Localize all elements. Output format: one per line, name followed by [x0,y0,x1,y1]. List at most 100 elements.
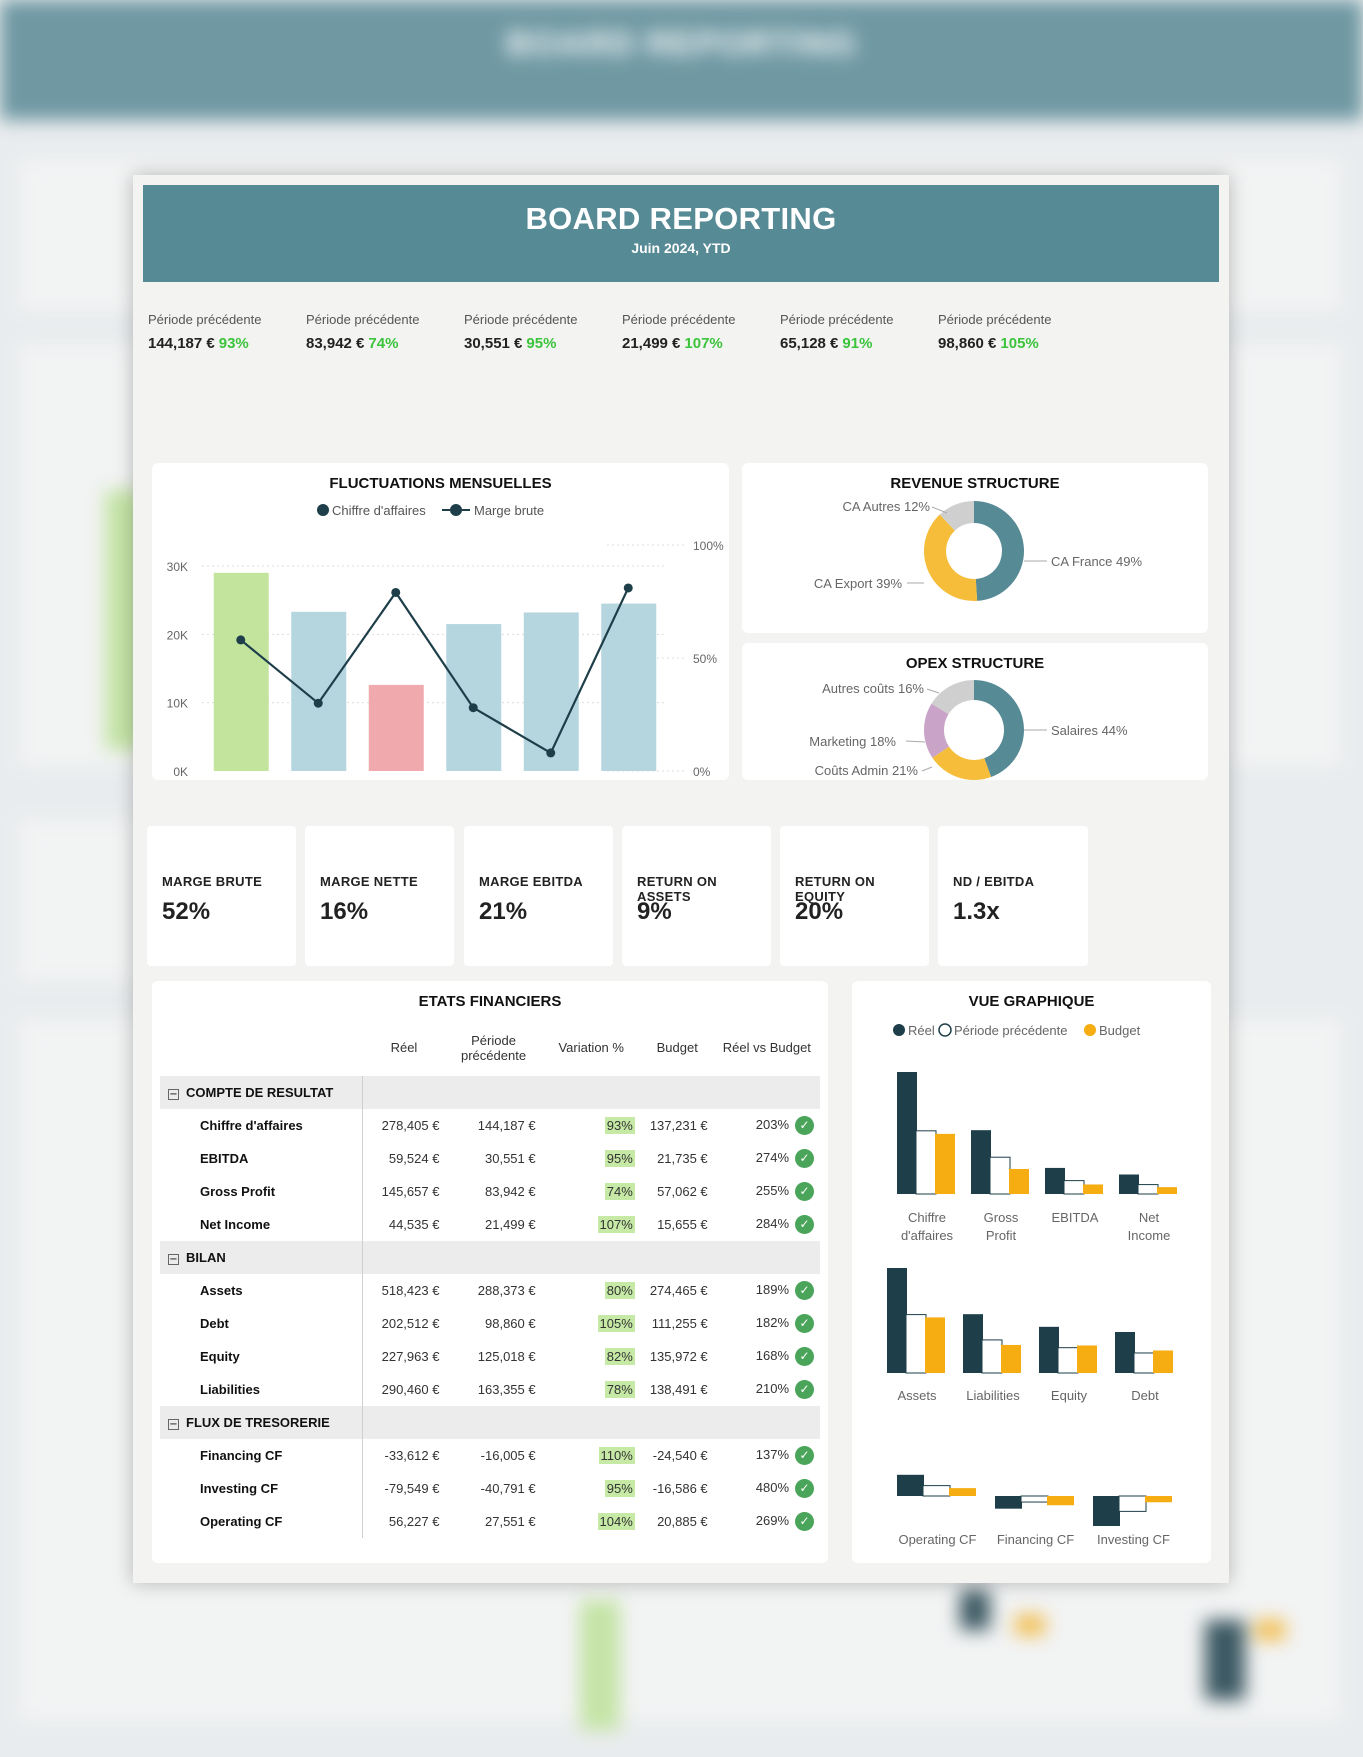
graphic-bar[interactable] [1115,1331,1135,1373]
collapse-icon[interactable]: − [168,1089,179,1100]
graphic-bar[interactable] [1118,1495,1147,1512]
graphic-bar[interactable] [887,1268,907,1373]
x-tick-label: Feb 2024 [291,778,346,780]
donut-slice[interactable] [939,501,974,531]
graphic-bar[interactable] [922,1485,951,1497]
table-row[interactable]: Net Income 44,535 € 21,499 € 107% 15,655 € 28… [160,1208,820,1241]
gross-margin-point[interactable] [313,698,323,708]
table-section-row[interactable]: − COMPTE DE RESULTAT [160,1076,820,1109]
graphic-bar[interactable] [915,1130,937,1195]
vs-budget-value: 203% [755,1116,789,1132]
cell-prev: 98,860 € [485,1316,536,1331]
graphic-bar[interactable] [1083,1184,1103,1194]
category-label: EBITDA [1052,1210,1099,1225]
cell-vs-budget: 182% ✓ [714,1307,820,1340]
donut-slice[interactable] [924,703,950,758]
table-column-header[interactable]: Variation % [558,1040,624,1055]
graphic-bar[interactable] [963,1314,983,1373]
table-row[interactable]: Chiffre d'affaires 278,405 € 144,187 € 93% 1… [160,1109,820,1142]
graphic-bar[interactable] [989,1156,1011,1195]
gross-margin-point[interactable] [236,635,246,645]
previous-kpi-value-row: 98,860 €105% [938,335,1088,352]
table-header-row: Réel Période précédente Variation % Budget R… [160,1019,820,1076]
previous-kpi: Période précédente 144,187 €93% [148,312,298,352]
category-label: Liabilities [966,1388,1020,1403]
table-section-row[interactable]: − FLUX DE TRESORERIE [160,1406,820,1439]
graphic-bar[interactable] [1133,1352,1155,1374]
category-label-line: d'affaires [901,1228,954,1243]
monthly-fluctuations-chart: Chiffre d'affaires Marge brute 0K 10K 20K 30K… [167,503,724,780]
graphic-bar[interactable] [925,1317,945,1373]
revenue-bar[interactable] [523,612,579,771]
revenue-bar[interactable] [446,624,502,771]
graphic-bar[interactable] [1077,1345,1097,1373]
graphic-bar[interactable] [1153,1350,1173,1373]
graphic-bar[interactable] [949,1488,976,1496]
variation-bar: 82% [604,1348,635,1365]
graphic-bar[interactable] [1063,1180,1085,1195]
graphic-bar[interactable] [971,1130,991,1194]
table-row[interactable]: Assets 518,423 € 288,373 € 80% 274,465 € 189%… [160,1274,820,1307]
y-tick-label: 30K [167,560,188,574]
revenue-bar[interactable] [291,611,347,771]
table-column-header[interactable]: Réel [390,1040,418,1055]
graphic-bar[interactable] [1093,1496,1120,1526]
revenue-bar[interactable] [368,684,424,771]
graphic-bar[interactable] [995,1496,1022,1509]
graphic-bar[interactable] [1047,1496,1074,1506]
graphic-view-chart: Réel Période précédente Budget Chiffre d'aff… [887,1023,1177,1547]
table-row[interactable]: Equity 227,963 € 125,018 € 82% 135,972 € 168%… [160,1340,820,1373]
graphic-bar[interactable] [1020,1495,1049,1503]
graphic-bar[interactable] [1057,1347,1079,1374]
table-section-row[interactable]: − BILAN [160,1241,820,1274]
cell-prev: 30,551 € [485,1151,536,1166]
chart-legend: Chiffre d'affaires Marge brute [317,503,544,518]
graphic-bar[interactable] [1157,1187,1177,1194]
donut-slice[interactable] [931,680,974,715]
table-row[interactable]: Operating CF 56,227 € 27,551 € 104% 20,885 €… [160,1505,820,1538]
graphic-bar[interactable] [1045,1167,1065,1194]
table-row[interactable]: Investing CF -79,549 € -40,791 € 95% -16,586… [160,1472,820,1505]
graphic-bar[interactable] [1039,1326,1059,1373]
revenue-bar[interactable] [601,603,657,771]
gross-margin-point[interactable] [546,748,556,758]
graphic-bar[interactable] [935,1133,955,1194]
check-icon: ✓ [795,1116,814,1135]
table-row[interactable]: Debt 202,512 € 98,860 € 105% 111,255 € 182% ✓ [160,1307,820,1340]
graphic-bar[interactable] [981,1339,1003,1374]
cell-reel: -33,612 € [361,1439,446,1472]
donut-slice[interactable] [974,501,1024,601]
table-row[interactable]: Financing CF -33,612 € -16,005 € 110% -24,54… [160,1439,820,1472]
graphic-bar[interactable] [1001,1344,1021,1373]
ratio-label: RETURN ON EQUITY [795,874,875,904]
row-label: Equity [200,1349,240,1364]
collapse-icon[interactable]: − [168,1254,179,1265]
gross-margin-point[interactable] [623,583,633,593]
table-row[interactable]: Liabilities 290,460 € 163,355 € 78% 138,491 … [160,1373,820,1406]
gross-margin-point[interactable] [468,703,478,713]
gross-margin-point[interactable] [391,587,401,597]
graphic-bar[interactable] [1009,1168,1029,1194]
donut-slice[interactable] [924,514,978,601]
graphic-bar[interactable] [905,1314,927,1374]
cell-variation: 104% [542,1505,641,1538]
background-bar [1255,1620,1285,1640]
table-row[interactable]: EBITDA 59,524 € 30,551 € 95% 21,735 € 274% ✓ [160,1142,820,1175]
x-tick-label: Jan 2024 [214,778,268,780]
donut-slice[interactable] [932,746,992,780]
graphic-bar[interactable] [1119,1174,1139,1194]
graphic-bar[interactable] [897,1072,917,1194]
previous-kpi-value: 144,187 € [148,335,215,352]
table-column-header[interactable]: Période précédente [461,1032,527,1063]
table-column-header[interactable]: Budget [656,1040,698,1055]
graphic-bar[interactable] [1145,1496,1172,1503]
category-label-line: Net [1139,1210,1160,1225]
cell-variation: 105% [542,1307,641,1340]
table-row[interactable]: Gross Profit 145,657 € 83,942 € 74% 57,062 €… [160,1175,820,1208]
revenue-bar[interactable] [213,572,269,771]
graphic-bar[interactable] [897,1474,924,1496]
graphic-bar[interactable] [1137,1184,1159,1195]
collapse-icon[interactable]: − [168,1419,179,1430]
donut-slice[interactable] [974,680,1024,777]
table-column-header[interactable]: Réel vs Budget [722,1040,811,1055]
